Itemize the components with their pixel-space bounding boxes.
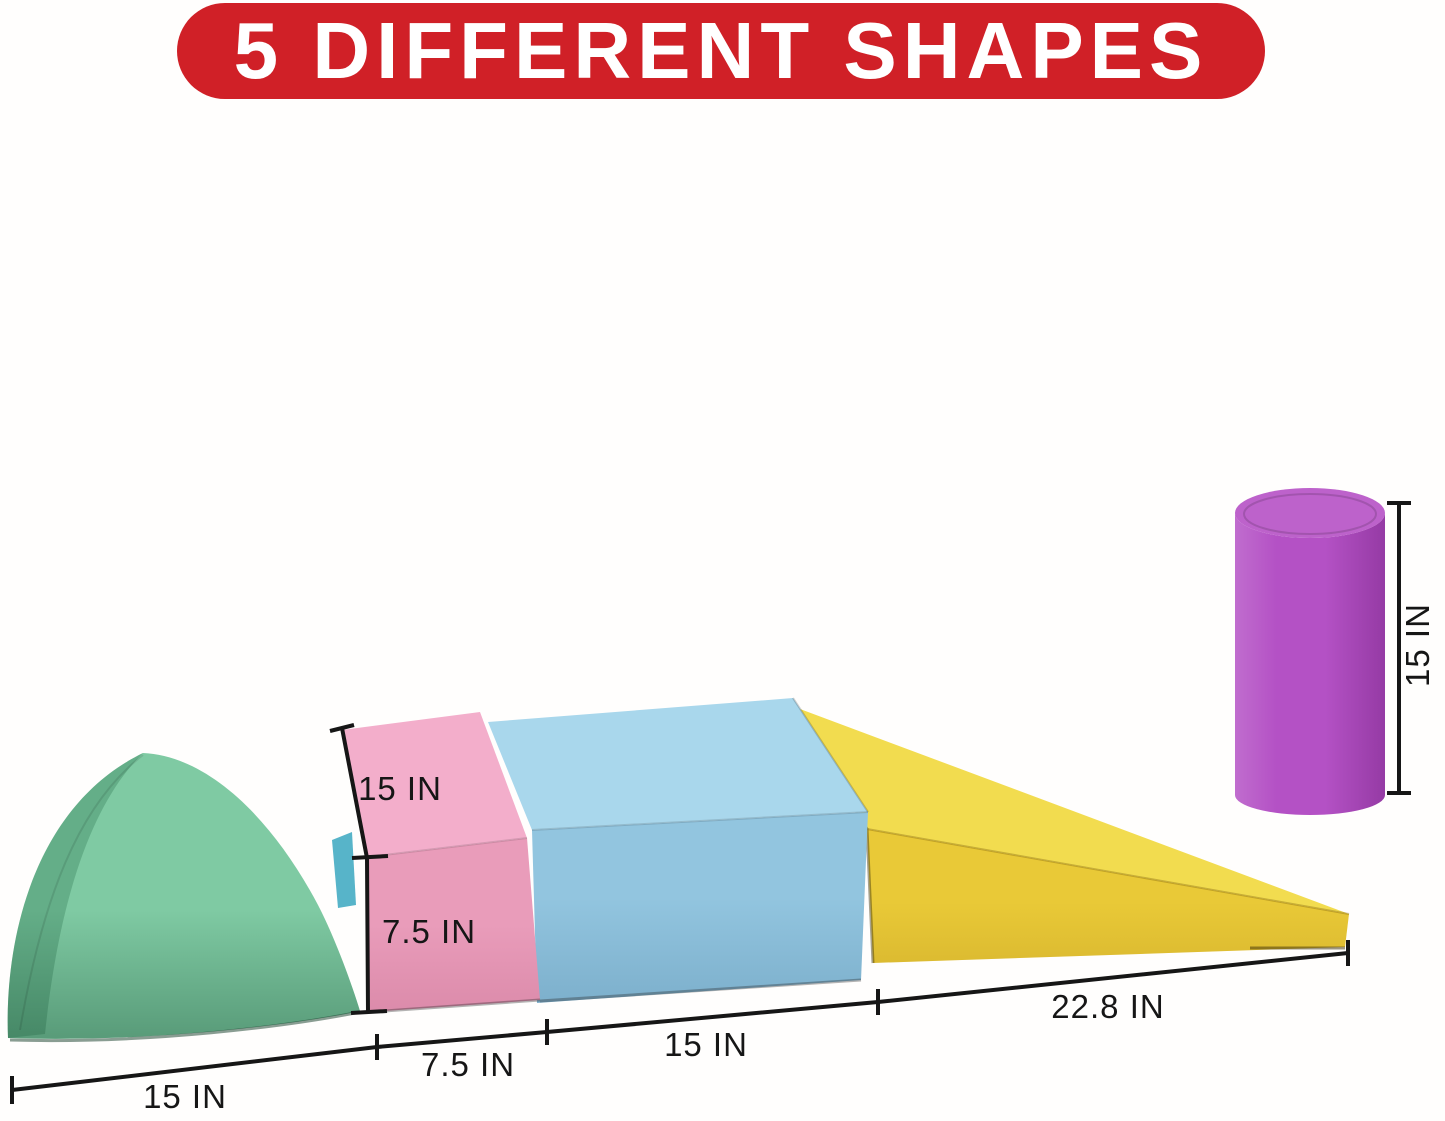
dim-label-wedge-length: 22.8 IN [1051,988,1165,1025]
cylinder-shading [1235,513,1385,815]
cylinder-top-seam [1243,493,1377,535]
dim-label-arch-width: 15 IN [143,1078,227,1115]
dim-label-cube-height: 7.5 IN [381,913,477,950]
block-sliver-shape [332,832,356,908]
dim-label-cube-width: 7.5 IN [420,1046,516,1083]
banner-title: 5 DIFFERENT SHAPES [233,6,1209,95]
wedge-top-face [792,706,1349,914]
dim-label-block-width: 15 IN [664,1026,748,1063]
arch-bottom-shading [7,753,360,1039]
cube-dim-mid-tick [351,854,389,860]
cube-top-face [342,712,527,857]
cube-dim-top-cap [329,723,355,733]
dim-label-cylinder-height: 15 IN [1399,603,1436,687]
cube-dim-bottom-cap [350,1009,388,1015]
cube-top-seam [366,837,528,858]
banner: 5 DIFFERENT SHAPES [177,3,1265,99]
block-top-seam [531,811,869,831]
cylinder-top-face [1235,488,1385,538]
wedge-front-shading [867,829,1349,963]
dim-label-cube-depth: 15 IN [358,770,442,807]
arch-bottom-shadow [9,1010,361,1043]
block-bottom-shadow [539,978,862,1003]
arch-seam [19,754,144,1031]
cube-front-shading [367,838,540,1012]
cube-bottom-shadow [369,998,541,1014]
dimension-lines [10,501,1411,1104]
block-right-seam [792,697,869,813]
block-front-shading [532,812,868,1003]
wedge-ridge-seam [866,828,1350,915]
block-top-face [488,698,868,830]
